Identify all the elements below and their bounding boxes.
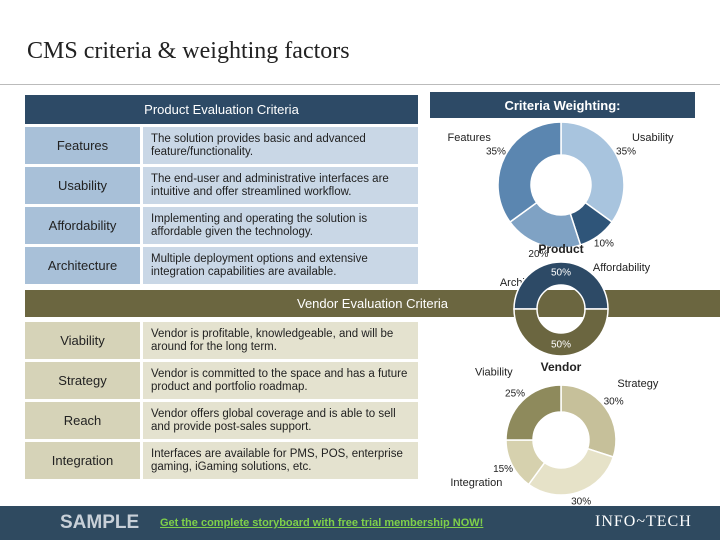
criterion-description: Vendor is profitable, knowledgeable, and… (143, 322, 418, 359)
donut-slice (527, 447, 615, 496)
sample: SAMPLE (60, 512, 140, 533)
donut-slice (497, 121, 562, 224)
donut-slice (505, 384, 562, 441)
percent-label: 30% (604, 396, 624, 407)
trial-link[interactable]: Get the complete storyboard with free tr… (160, 517, 484, 529)
criterion-description: The solution provides basic and advanced… (143, 127, 418, 164)
category-label: Affordability (593, 262, 651, 274)
percent-label: 30% (571, 496, 591, 507)
donut-slice (560, 384, 617, 458)
donut-slice (513, 308, 609, 357)
category-label: Vendor (541, 360, 582, 374)
title: CMS criteria & weighting factors (27, 38, 350, 64)
percent-label: 35% (486, 146, 506, 157)
rule (0, 84, 720, 85)
criterion: Affordability (25, 207, 140, 244)
criterion: Reach (25, 402, 140, 439)
criterion: Viability (25, 322, 140, 359)
criterion-description: Interfaces are available for PMS, POS, e… (143, 442, 418, 479)
percent-label: 10% (594, 239, 614, 250)
criterion-description: Vendor offers global coverage and is abl… (143, 402, 418, 439)
criterion: Strategy (25, 362, 140, 399)
footer: SAMPLE Get the complete storyboard with … (0, 506, 720, 540)
criterion-description: Implementing and operating the solution … (143, 207, 418, 244)
category-label: Strategy (617, 378, 658, 390)
category-label: Usability (632, 132, 674, 144)
category-label: Viability (475, 367, 513, 379)
product-header: Product Evaluation Criteria (25, 95, 418, 124)
category-label: Features (448, 132, 492, 144)
percent-label: 50% (551, 268, 571, 279)
criterion: Architecture (25, 247, 140, 284)
criterion: Integration (25, 442, 140, 479)
percent-label: 25% (505, 389, 525, 400)
donut-slice (560, 121, 625, 224)
criterion: Features (25, 127, 140, 164)
criterion-description: Multiple deployment options and extensiv… (143, 247, 418, 284)
criterion-description: The end-user and administrative interfac… (143, 167, 418, 204)
percent-label: 20% (528, 249, 548, 260)
percent-label: 15% (493, 464, 513, 475)
logo: INFO~TECH (595, 513, 692, 530)
donut-slice (513, 261, 609, 310)
percent-label: 50% (551, 340, 571, 351)
category-label: Product (538, 242, 583, 256)
percent-label: 35% (616, 146, 636, 157)
category-label: Integration (450, 477, 502, 489)
weighting-header: Criteria Weighting: (430, 92, 695, 118)
criterion-description: Vendor is committed to the space and has… (143, 362, 418, 399)
criterion: Usability (25, 167, 140, 204)
